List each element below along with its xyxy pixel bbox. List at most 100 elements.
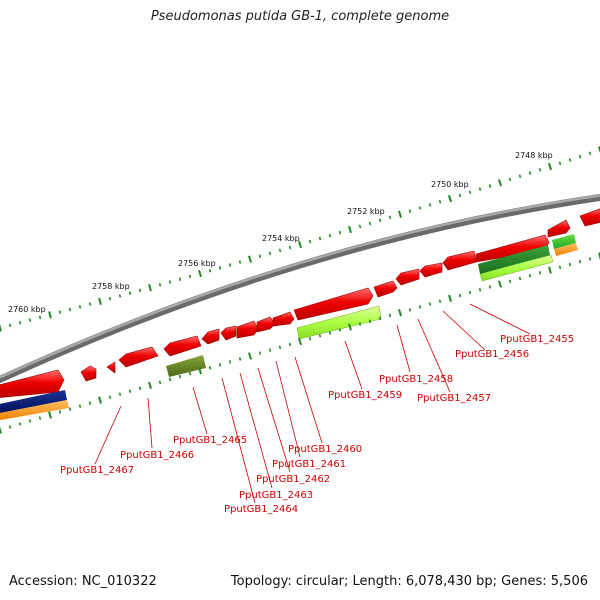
scale-dot (78, 404, 82, 408)
scale-dot (338, 230, 342, 235)
scale-dot (368, 221, 372, 226)
feature-tracks (0, 234, 578, 421)
cds-feature[interactable] (272, 311, 295, 327)
scale-dot (558, 161, 562, 166)
scale-label-2752: 2752 kbp (347, 207, 385, 216)
cds-feature[interactable] (547, 219, 571, 238)
scale-dot (288, 342, 292, 347)
feature-navy[interactable] (0, 390, 67, 414)
scale-tick (598, 252, 600, 260)
cds-feature[interactable] (256, 316, 276, 333)
cds-feature[interactable] (419, 262, 443, 278)
scale-dot (528, 171, 532, 175)
feature-orange[interactable] (0, 400, 69, 421)
cds-feature[interactable] (80, 365, 97, 382)
rna-feature[interactable] (296, 305, 382, 340)
scale-dot (518, 276, 522, 281)
cds-feature[interactable] (201, 328, 220, 345)
gene-label[interactable]: PputGB1_2461 (272, 459, 346, 470)
feature-olive[interactable] (166, 355, 206, 377)
gene-label[interactable]: PputGB1_2463 (239, 490, 313, 501)
map-title: Pseudomonas putida GB-1, complete genome (150, 9, 450, 24)
scale-dot (138, 288, 142, 293)
scale-dot (238, 357, 242, 361)
scale-label-2748: 2748 kbp (515, 151, 553, 160)
scale-tick (447, 194, 453, 203)
feature-green[interactable] (552, 234, 576, 249)
gene-label-layer: PputGB1_2455 PputGB1_2456 PputGB1_2457 P… (60, 303, 574, 515)
cds-feature[interactable] (0, 369, 65, 398)
scale-dot (418, 305, 422, 309)
gene-label[interactable]: PputGB1_2465 (173, 435, 247, 446)
gene-label[interactable]: PputGB1_2458 (379, 374, 453, 385)
gene-label[interactable]: PputGB1_2457 (417, 393, 491, 404)
scale-dot (338, 328, 342, 332)
scale-tick (198, 367, 202, 375)
scale-dot (488, 285, 492, 289)
scale-ring (0, 146, 600, 332)
scale-dot (378, 316, 382, 321)
scale-dot (578, 259, 582, 264)
cds-feature[interactable] (373, 280, 398, 298)
scale-dot (8, 425, 12, 429)
scale-dot (438, 199, 442, 204)
scale-tick (148, 284, 152, 292)
gene-label[interactable]: PputGB1_2462 (256, 474, 330, 485)
scale-labels: 2760 kbp 2758 kbp 2756 kbp 2754 kbp 2752… (8, 151, 553, 314)
scale-label-2750: 2750 kbp (431, 180, 469, 189)
gene-label[interactable]: PputGB1_2460 (288, 444, 362, 455)
scale-dot (108, 395, 112, 399)
scale-dot (128, 291, 132, 295)
scale-tick (248, 255, 252, 263)
gene-label[interactable]: PputGB1_2456 (455, 349, 529, 360)
scale-dot (388, 215, 392, 220)
feature-dark-green[interactable] (478, 245, 550, 274)
gene-label[interactable]: PputGB1_2455 (500, 334, 574, 345)
scale-tick (597, 146, 600, 154)
cds-feature[interactable] (220, 325, 237, 341)
scale-label-2758: 2758 kbp (92, 282, 130, 291)
feature-orange[interactable] (554, 243, 578, 256)
gene-label[interactable]: PputGB1_2459 (328, 390, 402, 401)
scale-dot (178, 374, 182, 379)
scale-ring-inner (0, 252, 600, 434)
scale-dot (368, 319, 372, 323)
scale-dot (268, 251, 272, 256)
scale-dot (138, 386, 142, 391)
scale-dot (118, 392, 122, 397)
gene-label[interactable]: PputGB1_2464 (224, 504, 298, 515)
scale-label-2756: 2756 kbp (178, 259, 216, 268)
gene-label[interactable]: PputGB1_2467 (60, 465, 134, 476)
scale-label-2760: 2760 kbp (8, 305, 46, 314)
scale-dot (68, 407, 72, 411)
scale-dot (278, 248, 282, 253)
scale-dot (318, 333, 322, 338)
cds-feature[interactable] (395, 268, 420, 286)
scale-dot (208, 268, 212, 273)
scale-dot (188, 274, 192, 279)
cds-feature[interactable] (579, 208, 600, 227)
scale-dot (458, 193, 462, 198)
scale-dot (108, 296, 112, 301)
scale-dot (358, 322, 362, 326)
scale-dot (528, 273, 532, 278)
scale-dot (328, 331, 332, 335)
cds-feature[interactable] (163, 335, 202, 357)
cds-feature[interactable] (118, 346, 159, 368)
scale-dot (208, 366, 212, 370)
scale-dot (428, 302, 432, 306)
scale-tick (248, 352, 252, 360)
cds-feature[interactable] (236, 320, 259, 339)
scale-dot (538, 271, 542, 275)
cds-feature[interactable] (442, 250, 477, 271)
scale-dot (568, 262, 572, 267)
cds-feature[interactable] (293, 287, 374, 321)
scale-dot (18, 321, 22, 325)
scale-dot (408, 308, 412, 312)
scale-dot (328, 233, 332, 238)
gene-label[interactable]: PputGB1_2466 (120, 450, 194, 461)
scale-dot (318, 236, 322, 241)
cds-feature[interactable] (106, 361, 116, 374)
